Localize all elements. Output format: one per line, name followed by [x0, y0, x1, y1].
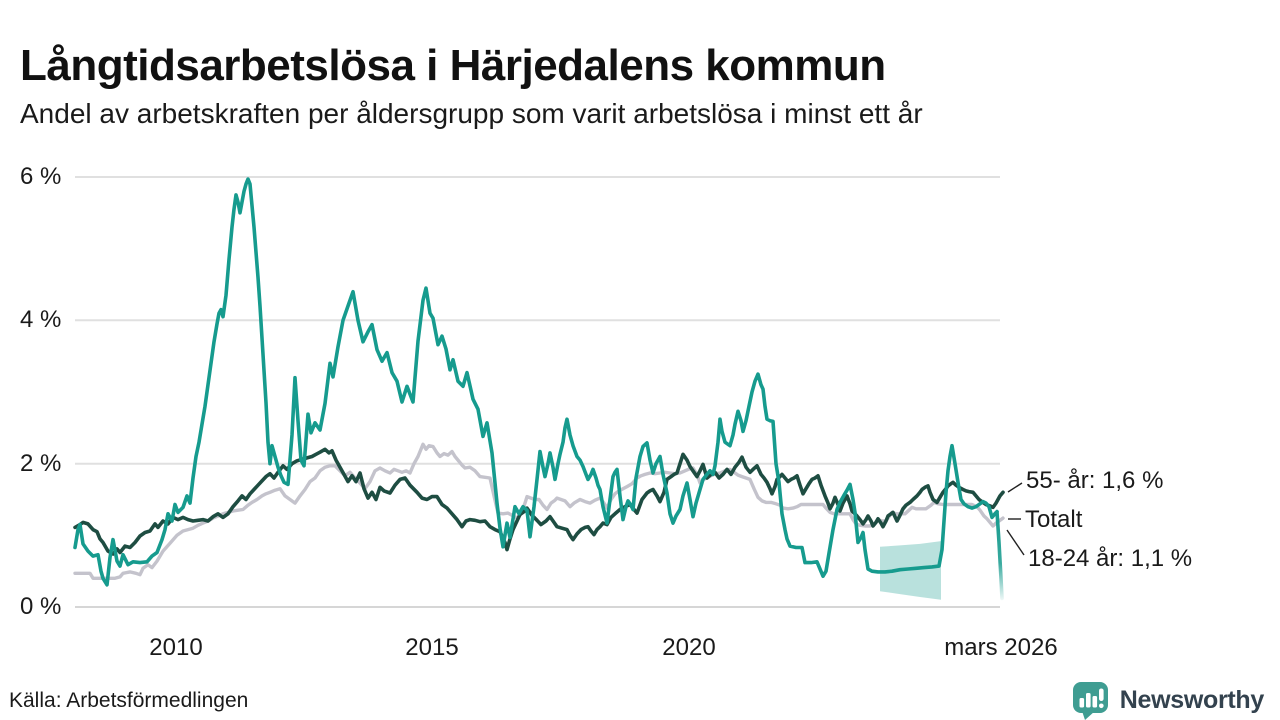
x-axis-label-2015: 2015 [405, 634, 459, 661]
series-line-tail [993, 509, 1004, 601]
brand-footer: Newsworthy [1072, 680, 1264, 720]
newsworthy-logo-icon [1072, 682, 1108, 720]
series-line-Totalt [73, 442, 1005, 580]
series-line-18-24-r [73, 177, 999, 587]
brand-name: Newsworthy [1119, 685, 1265, 714]
series-callout-55-r: 55- år: 1,6 % [1026, 467, 1164, 494]
page-title: Långtidsarbetslösa i Härjedalens kommun [20, 41, 886, 91]
y-axis-label-4: 4 % [20, 306, 62, 334]
page-subtitle: Andel av arbetskraften per åldersgrupp s… [20, 98, 923, 129]
callout-leader-line [1006, 529, 1025, 556]
y-axis-label-2: 2 % [20, 449, 62, 477]
callout-leader-line [1007, 482, 1023, 493]
y-axis-label-0: 0 % [20, 593, 62, 620]
x-axis-label-mars-2026: mars 2026 [944, 634, 1058, 661]
source-note: Källa: Arbetsförmedlingen [9, 689, 249, 712]
x-axis-label-2010: 2010 [149, 634, 203, 661]
x-axis-label-2020: 2020 [662, 634, 716, 661]
y-axis-label-6: 6 % [20, 162, 62, 190]
series-line-55-r [73, 447, 1005, 556]
series-callout-18-24-r: 18-24 år: 1,1 % [1028, 545, 1193, 572]
series-callout-Totalt: Totalt [1025, 506, 1083, 533]
